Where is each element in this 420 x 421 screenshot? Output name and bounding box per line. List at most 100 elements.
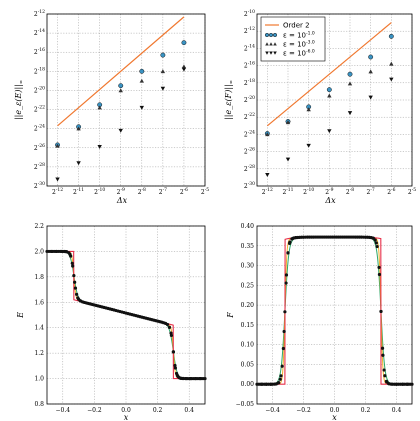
solution-dot [294, 236, 298, 240]
y-tick-label: 2-30 [244, 181, 255, 190]
y-tick-label: 0.10 [241, 342, 255, 349]
solution-dot [184, 376, 188, 381]
solution-dot [380, 346, 385, 350]
x-tick-label: 2-12 [52, 187, 63, 196]
data-point-triangle-down [368, 95, 373, 100]
legend-marker-circle [268, 32, 274, 38]
x-tick-label: 2-7 [159, 187, 167, 196]
solution-dot [167, 325, 172, 329]
solution-dot [203, 376, 207, 381]
x-tick-label: 2-8 [138, 187, 146, 196]
data-point-triangle-down [118, 128, 123, 133]
y-tick-label: 2-24 [244, 129, 255, 138]
y-tick-label: 2-12 [244, 26, 255, 35]
legend: Order 2ε = 10-1.0ε = 10-3.0ε = 10-6.0 [260, 16, 326, 62]
x-tick-label: 2-11 [282, 187, 293, 196]
order2-line [57, 16, 185, 127]
solution-dot [390, 382, 394, 386]
x-axis-label: x [124, 413, 129, 421]
y-tick-label: 0.30 [241, 263, 255, 270]
x-tick-label: 2-6 [180, 187, 188, 196]
y-tick-label: 2-14 [34, 28, 45, 37]
solution-dot [281, 346, 285, 351]
solution-dot [75, 292, 79, 296]
solution-plot-1: −0.4 −0.2 0.0 0.2 0.4 0.8 1.0 1.2 1.4 1.6 1.8 2.0 2.… [16, 223, 207, 421]
y-tick-label: 0.15 [241, 322, 255, 329]
y-tick-label: 2-24 [34, 124, 45, 133]
legend-marker-circle [264, 32, 270, 38]
data-point-triangle-down [181, 67, 187, 72]
solution-dot [54, 249, 59, 254]
solution-dot [379, 309, 383, 314]
solution-dot [189, 376, 193, 381]
data-point-triangle-down [306, 143, 311, 148]
x-tick-label: 0.4 [184, 407, 194, 414]
data-point-triangle-up [389, 61, 394, 66]
x-tick-label: 2-9 [325, 187, 333, 196]
y-tick-label: 2.0 [34, 248, 44, 255]
solution-dot [173, 366, 177, 370]
data-point-circle [347, 71, 353, 77]
solution-dot [181, 376, 185, 381]
solution-dot [50, 249, 54, 254]
data-point-triangle-up [327, 93, 332, 98]
x-tick-label: −0.4 [56, 407, 71, 414]
data-point-circle [326, 87, 332, 93]
solution-dot [286, 251, 290, 255]
solution-dot [278, 377, 282, 381]
y-axis-label: F [226, 312, 235, 319]
legend-marker-triangle-down [273, 51, 277, 55]
x-tick-label: 0.0 [121, 407, 131, 414]
x-tick-label: 2-10 [94, 187, 105, 196]
legend-marker-triangle-up [269, 42, 273, 46]
y-tick-label: 1.6 [34, 299, 44, 306]
y-tick-label: 2-30 [34, 181, 45, 190]
solution-dot [382, 368, 386, 372]
solution-dot [171, 350, 175, 354]
legend-eps-label: ε = 10-3.0 [283, 40, 315, 49]
y-axis-label: ||e_ε(F)||∞ [224, 80, 235, 120]
data-point-triangle-up [285, 120, 291, 125]
solution-dot [410, 382, 414, 386]
data-point-triangle-up [368, 69, 373, 74]
y-tick-label: 2-10 [244, 9, 255, 18]
solution-dot [174, 371, 179, 376]
data-point-triangle-up [181, 64, 187, 69]
y-tick-label: 2-20 [244, 95, 255, 104]
data-point-triangle-up [160, 69, 166, 74]
solution-dot [169, 331, 173, 335]
solution-dot [377, 265, 381, 270]
y-tick-label: 2-22 [244, 112, 255, 121]
legend-order2-label: Order 2 [283, 22, 310, 30]
solution-dot [401, 382, 405, 386]
y-tick-label: 2-28 [34, 162, 45, 171]
solution-dot [291, 236, 295, 241]
x-axis-label: Δx [324, 196, 336, 205]
data-point-triangle-down [76, 161, 81, 166]
y-tick-label: 2-22 [34, 105, 45, 114]
x-tick-label: 2-9 [117, 187, 125, 196]
solution-dot [72, 273, 76, 278]
y-tick-label: 2-16 [34, 47, 45, 56]
solution-dot [176, 375, 180, 379]
legend-marker-triangle-up [273, 42, 277, 46]
convergence-plot-1: 2-12 2-11 2-10 2-9 2-8 2-7 2-6 2-5 2-30 2-28 2-26 2… [14, 9, 209, 205]
data-point-circle [160, 52, 166, 58]
y-tick-label: 2-26 [244, 147, 255, 156]
y-tick-label: 2-28 [244, 164, 255, 173]
data-point-circle [181, 40, 187, 46]
data-point-triangle-up [76, 126, 81, 131]
solution-dot [269, 382, 273, 386]
y-tick-label: 0.25 [241, 282, 255, 289]
x-tick-label: 2-5 [201, 187, 209, 196]
data-point-circle [139, 68, 145, 74]
solution-dot [283, 310, 287, 314]
solution-dot [282, 329, 286, 334]
data-point-circle [118, 83, 124, 89]
data-point-triangle-up [265, 132, 270, 137]
y-tick-label: 2-12 [34, 9, 45, 18]
solution-dot [59, 249, 63, 254]
solution-dot [279, 374, 283, 378]
legend-marker-triangle-down [269, 51, 273, 55]
data-point-triangle-up [118, 88, 123, 93]
